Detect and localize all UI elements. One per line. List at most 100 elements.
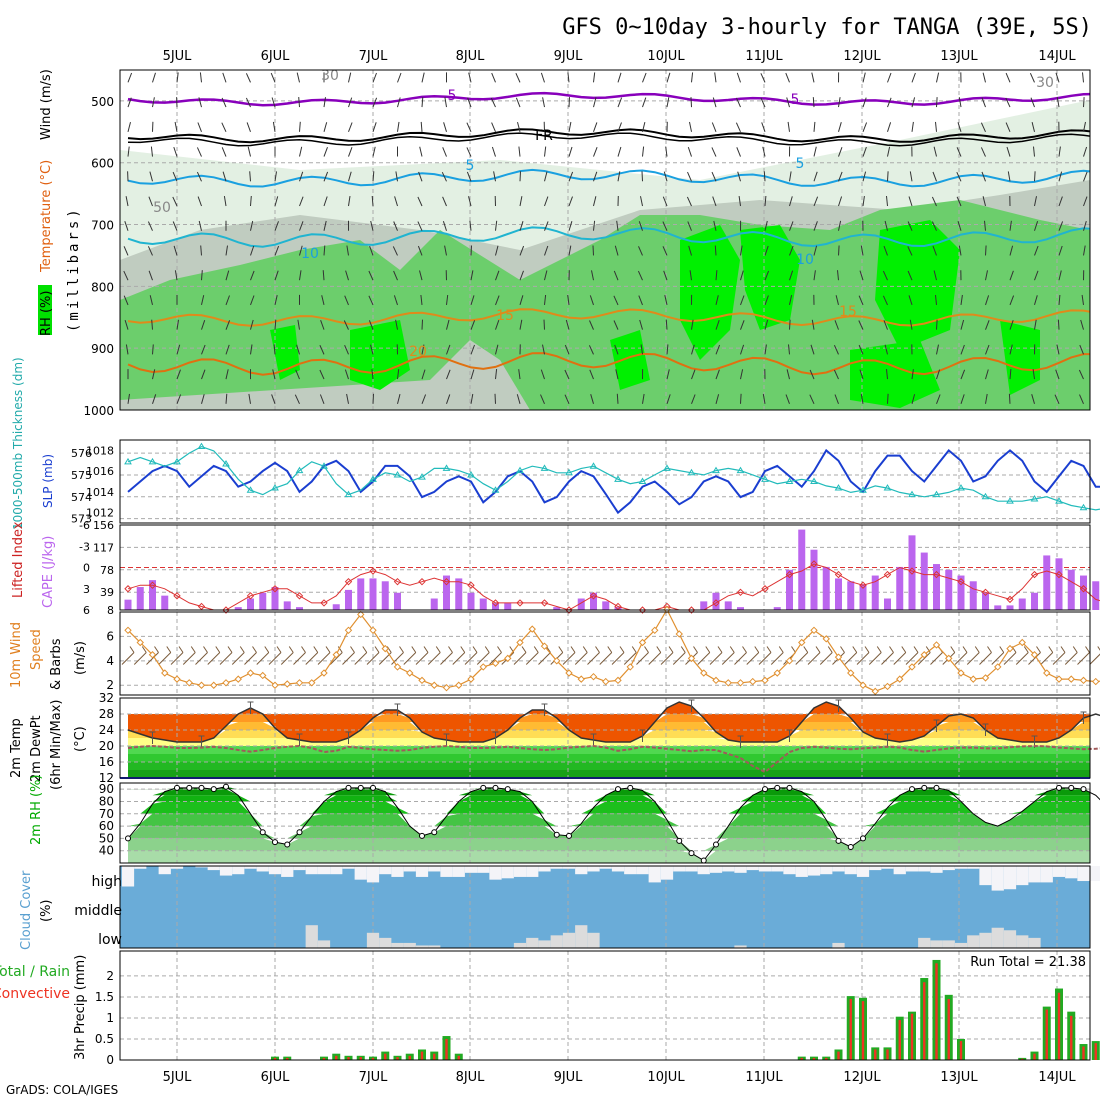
wind-barb	[688, 245, 692, 256]
wind-barb-10m-flag	[399, 646, 404, 653]
wind-barb	[495, 344, 499, 355]
wind-barb	[1079, 394, 1084, 405]
wind-speed-point	[295, 679, 304, 687]
thickness-point	[320, 462, 328, 469]
wind-barb-10m-flag	[533, 646, 539, 653]
wind-barb	[320, 320, 325, 330]
wind-barb	[588, 345, 594, 355]
cloud-low-gap	[415, 945, 429, 948]
thickness-point	[393, 470, 402, 478]
wind-barb	[909, 171, 913, 182]
rh2m-point	[786, 784, 793, 791]
li-point	[246, 592, 255, 600]
wind-barb	[544, 245, 549, 256]
wind-barb-10m	[623, 652, 637, 665]
precip-tick-label: 0	[106, 1053, 114, 1067]
wind-speed-point	[822, 635, 830, 643]
wind-barb	[785, 72, 790, 83]
cape-bar	[1031, 592, 1038, 610]
wind-barb	[887, 146, 891, 157]
wind-barb	[321, 295, 325, 306]
slp-tick-label: 1012	[86, 507, 114, 520]
cloud-low-gap	[979, 932, 992, 948]
wind-barb-10m-flag	[141, 646, 147, 653]
wind-speed-point	[761, 676, 769, 685]
cloud-high-gap	[1016, 866, 1029, 886]
pressure-tick-label: 800	[91, 280, 114, 294]
temp-tick-label: 20	[99, 739, 114, 753]
panel-frame	[119, 69, 1091, 411]
wind-barb	[564, 344, 570, 355]
wind-barb	[1058, 245, 1063, 256]
rh-band-bright	[610, 330, 650, 390]
cloud-cover-axis-label: Cloud Cover	[19, 870, 34, 950]
rh2m-point	[223, 783, 229, 790]
wind-barb	[495, 270, 500, 281]
wind-barb	[908, 196, 913, 207]
cloud-high-gap	[1028, 866, 1041, 883]
cloud-high-gap	[1052, 866, 1066, 877]
wind-barb	[568, 146, 573, 157]
wind-barb	[691, 394, 696, 404]
wind-barb	[149, 295, 153, 306]
wind-barb	[711, 171, 717, 182]
wind-barb	[858, 344, 864, 355]
wind-barb	[274, 171, 277, 182]
wind-barb	[613, 320, 619, 330]
credit-label: GrADS: COLA/IGES	[6, 1083, 118, 1097]
cape-bar	[479, 598, 487, 610]
wind-barb	[199, 72, 202, 83]
cloud-low-gap	[562, 932, 576, 948]
wind-barb-10m	[207, 652, 221, 665]
wind-barb	[666, 394, 671, 404]
wind-barb	[860, 245, 864, 256]
cloud-high-gap	[121, 866, 135, 887]
pressure-tick-label: 900	[91, 342, 114, 356]
cape-bar	[1006, 605, 1014, 610]
thickness-point	[1006, 497, 1014, 504]
wind-barb	[446, 319, 450, 330]
wind-barb	[469, 220, 472, 231]
wind-barb	[862, 72, 866, 83]
thickness-tick-label: 573	[71, 513, 92, 526]
cloud-high-gap	[575, 866, 588, 875]
wind-barb	[617, 97, 623, 108]
rh2m-point	[835, 837, 842, 844]
cloud-low-gap	[991, 927, 1004, 948]
day-label-top: 11JUL	[745, 49, 783, 64]
rh2m-point	[431, 829, 438, 836]
wind-barb	[736, 72, 741, 83]
wind-barb	[689, 270, 692, 281]
cloud-low-gap	[967, 935, 980, 948]
cloud-high-gap	[170, 866, 184, 869]
cape-bar	[455, 578, 463, 610]
wind-barb	[1009, 245, 1014, 256]
precip-conv-bar	[861, 1001, 865, 1060]
wind-barb	[446, 294, 449, 305]
wind-barb	[884, 220, 888, 231]
contour-label: 30	[1036, 75, 1054, 91]
wind-barb	[567, 72, 570, 83]
cape-bar	[859, 584, 867, 610]
rh2m-tick-label: 60	[99, 819, 114, 833]
cloud-bg	[120, 866, 1090, 948]
cloud-high-gap	[354, 866, 367, 880]
wind-barb	[882, 295, 888, 306]
cloud-high-gap	[611, 866, 625, 872]
cloud-high-gap	[918, 866, 931, 872]
wind-barb	[762, 393, 766, 404]
wind-barb	[565, 319, 570, 330]
wind-speed-point	[246, 669, 255, 677]
wind-barb	[764, 270, 770, 281]
li-point	[540, 599, 549, 607]
wind-speed-point	[724, 679, 732, 687]
wind-barb	[1005, 97, 1011, 108]
wind-barb-10m-flag	[154, 646, 159, 653]
wind-barb	[397, 369, 400, 380]
wind-barb	[417, 221, 423, 231]
cape-bar	[982, 592, 989, 610]
wind-barb-10m-flag	[129, 646, 135, 653]
contour-label: 5	[466, 158, 475, 174]
wind-barb	[887, 122, 892, 132]
wind-barb	[907, 270, 913, 281]
